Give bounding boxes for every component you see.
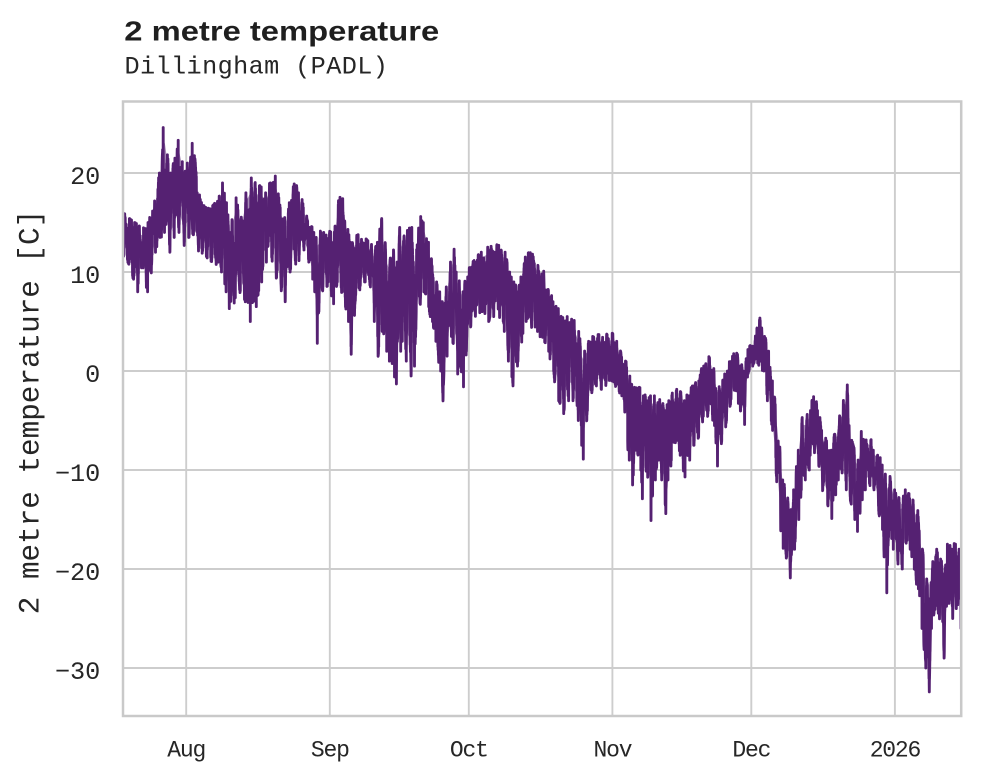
svg-text:20: 20	[70, 163, 100, 192]
svg-text:Nov: Nov	[593, 738, 632, 764]
svg-text:0: 0	[85, 361, 100, 390]
svg-text:10: 10	[70, 262, 100, 291]
svg-text:−30: −30	[55, 658, 100, 687]
svg-text:2 metre temperature: 2 metre temperature	[124, 17, 439, 47]
svg-text:2 metre temperature [C]: 2 metre temperature [C]	[15, 210, 48, 614]
svg-text:Dec: Dec	[732, 738, 770, 764]
svg-text:Oct: Oct	[450, 738, 488, 764]
svg-text:2026: 2026	[870, 738, 921, 764]
svg-text:Aug: Aug	[167, 738, 205, 764]
svg-text:−10: −10	[55, 460, 100, 489]
svg-text:−20: −20	[55, 559, 100, 588]
svg-text:Dillingham (PADL): Dillingham (PADL)	[125, 53, 389, 82]
svg-text:Sep: Sep	[311, 738, 349, 764]
